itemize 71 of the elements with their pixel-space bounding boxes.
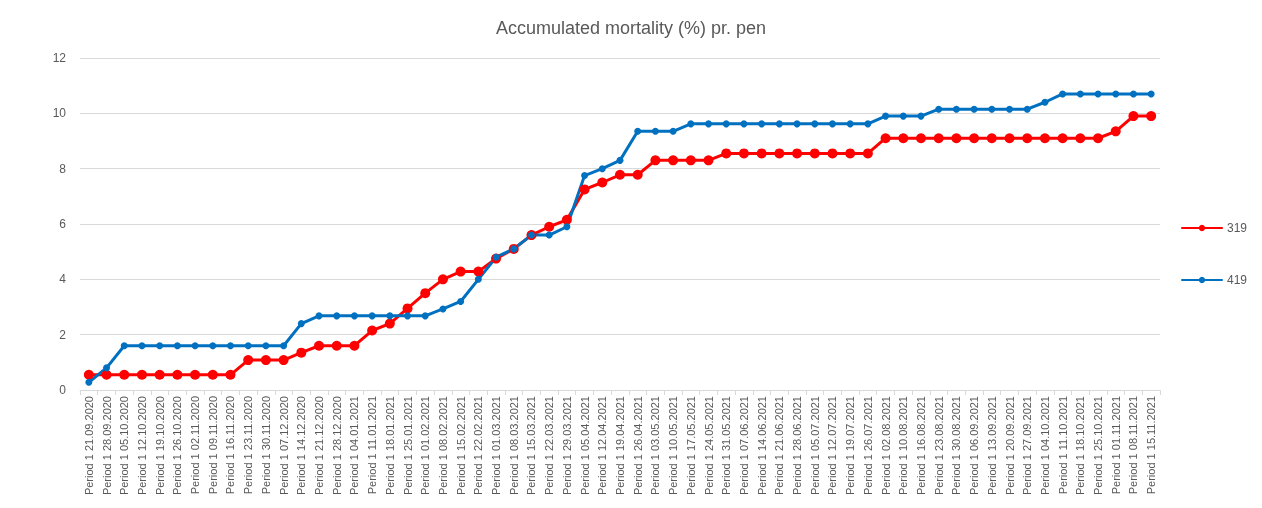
y-tick-label: 2 — [59, 327, 67, 342]
x-tick-label: Period 1 26.04.2021 — [631, 396, 644, 496]
x-tick-label: Period 1 01.03.2021 — [490, 396, 503, 496]
x-tick-label: Period 1 11.01.2021 — [366, 396, 379, 495]
x-tick-label: Period 1 30.08.2021 — [950, 396, 963, 496]
x-tick-label: Period 1 07.06.2021 — [737, 396, 750, 496]
x-tick-label: Period 1 22.02.2021 — [472, 396, 485, 496]
chart-title: Accumulated mortality (%) pr. pen — [495, 18, 767, 38]
x-tick-label: Period 1 04.10.2021 — [1038, 396, 1051, 496]
x-tick-label: Period 1 14.12.2020 — [295, 396, 308, 496]
x-tick-label: Period 1 19.07.2021 — [844, 396, 857, 496]
y-tick-label: 10 — [52, 106, 67, 121]
legend-label: 419 — [1226, 273, 1248, 287]
x-tick-label: Period 1 10.05.2021 — [667, 396, 680, 496]
x-tick-label: Period 1 29.03.2021 — [560, 396, 573, 496]
x-tick-label: Period 1 24.05.2021 — [702, 396, 715, 496]
x-tick-label: Period 1 05.10.2020 — [118, 396, 131, 496]
x-tick-label: Period 1 01.02.2021 — [419, 396, 432, 496]
x-tick-label: Period 1 31.05.2021 — [720, 396, 733, 496]
x-tick-label: Period 1 12.10.2020 — [135, 396, 148, 496]
x-tick-label: Period 1 15.11.2021 — [1145, 396, 1158, 495]
x-tick-label: Period 1 26.10.2020 — [171, 396, 184, 496]
x-tick-label: Period 1 30.11.2020 — [259, 396, 272, 495]
x-tick-label: Period 1 15.02.2021 — [454, 396, 467, 496]
y-tick-label: 8 — [59, 161, 67, 176]
x-tick-label: Period 1 11.10.2021 — [1056, 396, 1069, 495]
x-tick-label: Period 1 21.09.2020 — [82, 396, 95, 496]
x-tick-label: Period 1 23.08.2021 — [932, 396, 945, 496]
x-tick-label: Period 1 22.03.2021 — [543, 396, 556, 496]
x-tick-label: Period 1 02.08.2021 — [879, 396, 892, 496]
x-tick-label: Period 1 05.04.2021 — [578, 396, 591, 496]
x-tick-label: Period 1 18.01.2021 — [383, 396, 396, 496]
x-tick-label: Period 1 09.11.2020 — [206, 396, 219, 495]
x-tick-label: Period 1 04.01.2021 — [348, 396, 361, 496]
x-tick-label: Period 1 16.11.2020 — [224, 396, 237, 495]
x-tick-label: Period 1 15.03.2021 — [525, 396, 538, 496]
x-tick-label: Period 1 12.04.2021 — [596, 396, 609, 496]
x-tick-label: Period 1 21.06.2021 — [773, 396, 786, 496]
x-tick-label: Period 1 12.07.2021 — [826, 396, 839, 496]
x-tick-label: Period 1 20.09.2021 — [1003, 396, 1016, 496]
x-tick-label: Period 1 25.01.2021 — [401, 396, 414, 496]
x-tick-label: Period 1 28.06.2021 — [791, 396, 804, 496]
x-tick-label: Period 1 16.08.2021 — [914, 396, 927, 496]
x-tick-label: Period 1 28.12.2020 — [330, 396, 343, 496]
x-tick-label: Period 1 01.11.2021 — [1109, 396, 1122, 495]
x-tick-label: Period 1 21.12.2020 — [313, 396, 326, 496]
y-tick-label: 6 — [59, 217, 67, 231]
x-tick-label: Period 1 14.06.2021 — [755, 396, 768, 496]
x-tick-label: Period 1 05.07.2021 — [808, 396, 821, 496]
x-tick-label: Period 1 27.09.2021 — [1021, 396, 1034, 496]
x-tick-label: Period 1 02.11.2020 — [189, 396, 202, 495]
y-tick-label: 4 — [59, 272, 67, 287]
x-tick-label: Period 1 07.12.2020 — [277, 396, 290, 496]
legend-label: 319 — [1226, 221, 1248, 235]
x-tick-label: Period 1 23.11.2020 — [242, 396, 255, 495]
x-tick-label: Period 1 26.07.2021 — [861, 396, 874, 496]
x-tick-label: Period 1 25.10.2021 — [1092, 396, 1105, 496]
x-tick-label: Period 1 17.05.2021 — [684, 396, 697, 496]
x-tick-label: Period 1 18.10.2021 — [1074, 396, 1087, 496]
y-tick-label: 0 — [59, 383, 67, 397]
x-tick-label: Period 1 08.02.2021 — [436, 396, 449, 496]
x-tick-label: Period 1 13.09.2021 — [985, 396, 998, 496]
x-tick-label: Period 1 08.11.2021 — [1127, 396, 1140, 495]
x-tick-label: Period 1 08.03.2021 — [507, 396, 520, 496]
x-tick-label: Period 1 06.09.2021 — [968, 396, 981, 496]
x-tick-label: Period 1 28.09.2020 — [100, 396, 113, 496]
x-tick-label: Period 1 10.08.2021 — [897, 396, 910, 496]
x-tick-label: Period 1 19.04.2021 — [614, 396, 626, 496]
y-tick-label: 12 — [52, 51, 67, 65]
x-tick-label: Period 1 03.05.2021 — [649, 396, 662, 496]
x-tick-label: Period 1 19.10.2020 — [153, 396, 166, 496]
